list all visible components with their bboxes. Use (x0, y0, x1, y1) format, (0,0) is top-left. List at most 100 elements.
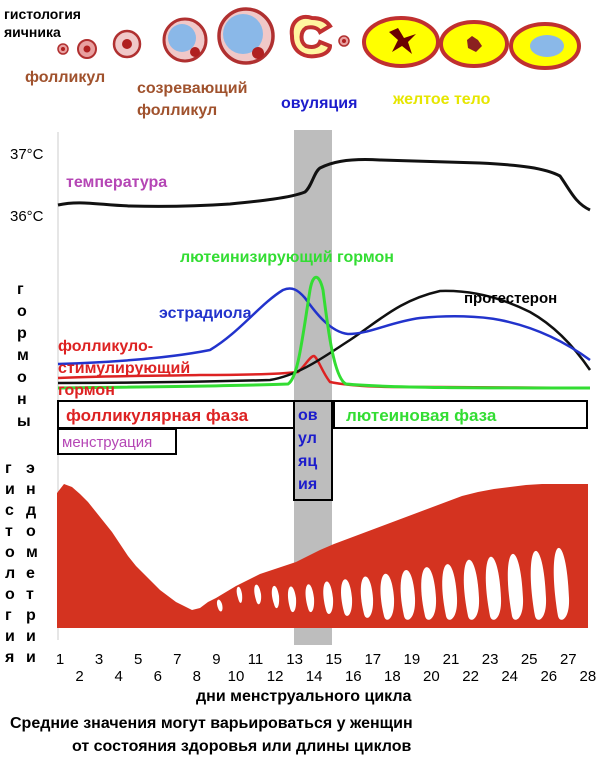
day-tick-label: 9 (212, 651, 220, 668)
side-letter: л (5, 565, 15, 582)
gland (442, 564, 458, 620)
label-ovulation: овуляция (281, 95, 357, 112)
label-follicular-phase: фолликулярная фаза (66, 406, 249, 425)
gland (341, 579, 353, 616)
side-letter: г (5, 460, 12, 477)
ovulation-syllable: ул (298, 430, 317, 447)
ovulation-phase-box (293, 400, 333, 501)
day-tick-label: 7 (173, 651, 181, 668)
label-progesterone: прогестерон (464, 290, 557, 307)
day-tick-label: 23 (482, 651, 499, 668)
day-tick-label: 2 (75, 668, 83, 685)
label-maturing-follicle-line2: фолликул (137, 102, 217, 119)
day-tick-label: 11 (248, 651, 264, 668)
hormones-letter: н (17, 391, 27, 408)
day-tick-label: 6 (154, 668, 162, 685)
footnote-line2: от состояния здоровья или длины циклов (72, 738, 412, 755)
hormones-letter: р (17, 325, 27, 342)
hormones-letter: г (17, 281, 24, 298)
label-estradiol: эстрадиола (159, 305, 252, 322)
gland (254, 584, 262, 605)
gland (323, 581, 334, 614)
label-luteal-phase: лютеиновая фаза (346, 406, 497, 425)
progesterone-curve (57, 289, 592, 385)
label-menstruation: менструация (62, 434, 152, 451)
day-tick-label: 5 (134, 651, 142, 668)
day-tick-label: 22 (462, 668, 479, 685)
day-tick-label: 20 (423, 668, 440, 685)
ovulation-syllable: ия (298, 476, 317, 493)
side-letter: р (26, 607, 36, 624)
ruptured-follicle (289, 15, 333, 59)
ovulation-syllable: ов (298, 407, 318, 424)
day-tick-label: 18 (384, 668, 401, 685)
day-tick-label: 28 (580, 668, 597, 685)
gland (507, 553, 524, 620)
gland (236, 586, 243, 603)
side-letter: д (26, 502, 36, 519)
hormones-letter: о (17, 369, 27, 386)
gland (400, 570, 416, 620)
label-fsh-line3: гормон (58, 382, 115, 399)
side-letter: т (5, 523, 13, 540)
hormones-letter: м (17, 347, 29, 364)
day-tick-label: 12 (267, 668, 284, 685)
gland (463, 559, 480, 620)
cyst-cavity (530, 35, 564, 57)
hormones-letter: о (17, 303, 27, 320)
day-tick-label: 15 (325, 651, 342, 668)
label-fsh-line1: фолликуло- (58, 338, 153, 355)
side-letter: и (5, 628, 15, 645)
estradiol-curve (57, 287, 591, 366)
gland (553, 547, 570, 620)
side-letter: г (5, 607, 12, 624)
label-fsh-line2: стимулирующий (58, 360, 190, 377)
hormones-side-label: г о р м о н ы (17, 281, 31, 430)
ovulation-vertical-label: ов ул яц ия (297, 407, 318, 493)
gland (305, 584, 315, 613)
ovary-title-line1: гистология (4, 6, 81, 22)
day-tick-label: 1 (56, 651, 64, 668)
day-tick-label: 16 (345, 668, 362, 685)
gland (421, 567, 437, 620)
label-follicle: фолликул (25, 69, 105, 86)
day-tick-label: 26 (540, 668, 557, 685)
label-temperature: температура (66, 174, 167, 191)
day-tick-label: 4 (115, 668, 123, 685)
side-letter: т (26, 586, 34, 603)
menstruation-box (57, 428, 177, 455)
side-letter: н (26, 481, 36, 498)
hormones-letter: ы (17, 413, 31, 430)
day-tick-label: 17 (364, 651, 381, 668)
day-tick-label: 3 (95, 651, 103, 668)
endometrial-glands (216, 547, 570, 620)
label-corpus-luteum: желтое тело (392, 91, 491, 108)
label-maturing-follicle-line1: созревающий (137, 80, 247, 97)
x-axis-label: дни менструального цикла (196, 688, 412, 705)
side-letter: и (26, 649, 36, 666)
oocyte (61, 47, 65, 51)
gland (485, 556, 502, 620)
label-lh: лютеинизирующий гормон (180, 249, 394, 266)
follicle-stages (57, 7, 581, 70)
side-letter: э (26, 460, 35, 477)
side-letter: о (5, 586, 15, 603)
temperature-curve (57, 158, 591, 212)
blood-clot (389, 28, 416, 54)
gland (271, 585, 280, 609)
gland (216, 599, 223, 612)
gland (530, 550, 547, 620)
oocyte (122, 39, 132, 49)
side-letter: е (26, 565, 35, 582)
ovulation-syllable: яц (297, 453, 317, 470)
oocyte (190, 47, 200, 57)
day-labels: 1234567891011121314151617181920212223242… (56, 651, 596, 685)
temp-tick-37: 37°C (10, 146, 44, 163)
gland (380, 573, 395, 620)
day-tick-label: 8 (193, 668, 201, 685)
oocyte (252, 47, 264, 59)
luteal-phase-box (333, 400, 588, 429)
ovary-title-line2: яичника (4, 24, 61, 40)
blood-clot (467, 36, 482, 52)
